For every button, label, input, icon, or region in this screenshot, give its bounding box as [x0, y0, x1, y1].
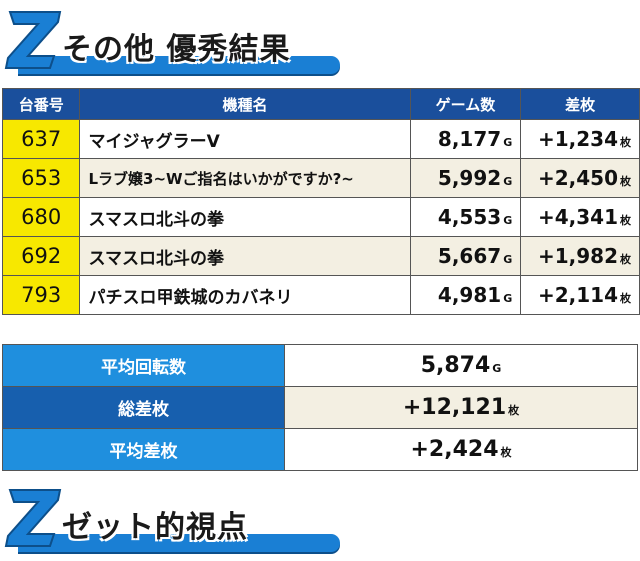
summary-row: 平均回転数 5,874 G [2, 344, 638, 387]
summary-label: 平均差枚 [2, 428, 285, 471]
summary-label: 総差枚 [2, 386, 285, 429]
machine-number: 793 [1, 275, 81, 315]
table-row: 692 スマスロ北斗の拳 5,667 G +1,982 枚 [1, 236, 640, 276]
table-row: 793 パチスロ甲鉄城のカバネリ 4,981 G +2,114 枚 [1, 275, 640, 315]
machine-number: 692 [1, 236, 81, 276]
section-header-results: その他 優秀結果 [0, 2, 345, 82]
medal-diff: +2,450 枚 [520, 158, 640, 198]
results-table: 台番号 機種名 ゲーム数 差枚 637 マイジャグラーV 8,177 G +1,2… [1, 88, 640, 315]
summary-value: +2,424 枚 [284, 428, 638, 471]
machine-number: 637 [1, 119, 81, 159]
machine-number: 653 [1, 158, 81, 198]
summary-table: 平均回転数 5,874 G 総差枚 +12,121 枚 平均差枚 +2,424 枚 [2, 344, 638, 471]
table-header-row: 台番号 機種名 ゲーム数 差枚 [1, 88, 640, 120]
table-row: 637 マイジャグラーV 8,177 G +1,234 枚 [1, 119, 640, 159]
column-header-model: 機種名 [79, 88, 411, 120]
machine-number: 680 [1, 197, 81, 237]
z-logo-icon [4, 11, 62, 69]
column-header-machine-no: 台番号 [1, 88, 81, 120]
column-header-diff: 差枚 [520, 88, 640, 120]
game-count: 4,553 G [409, 197, 522, 237]
game-count: 5,992 G [409, 158, 522, 198]
section-title: その他 優秀結果 [62, 32, 291, 67]
table-row: 680 スマスロ北斗の拳 4,553 G +4,341 枚 [1, 197, 640, 237]
medal-diff: +1,982 枚 [520, 236, 640, 276]
header-bar [18, 534, 340, 552]
model-name: スマスロ北斗の拳 [79, 197, 411, 237]
medal-diff: +1,234 枚 [520, 119, 640, 159]
game-count: 4,981 G [409, 275, 522, 315]
table-row: 653 Lラブ嬢3~Wご指名はいかがですか?~ 5,992 G +2,450 枚 [1, 158, 640, 198]
section-title: ゼット的視点 [62, 510, 248, 545]
column-header-games: ゲーム数 [409, 88, 522, 120]
game-count: 5,667 G [409, 236, 522, 276]
medal-diff: +2,114 枚 [520, 275, 640, 315]
medal-diff: +4,341 枚 [520, 197, 640, 237]
summary-label: 平均回転数 [2, 344, 285, 387]
summary-value: +12,121 枚 [284, 386, 638, 429]
summary-value: 5,874 G [284, 344, 638, 387]
summary-row: 平均差枚 +2,424 枚 [2, 428, 638, 471]
model-name: スマスロ北斗の拳 [79, 236, 411, 276]
summary-row: 総差枚 +12,121 枚 [2, 386, 638, 429]
model-name: マイジャグラーV [79, 119, 411, 159]
model-name: パチスロ甲鉄城のカバネリ [79, 275, 411, 315]
game-count: 8,177 G [409, 119, 522, 159]
header-bar [18, 56, 340, 74]
model-name: Lラブ嬢3~Wご指名はいかがですか?~ [79, 158, 411, 198]
z-logo-icon [4, 489, 62, 547]
section-header-viewpoint: ゼット的視点 [0, 480, 345, 560]
